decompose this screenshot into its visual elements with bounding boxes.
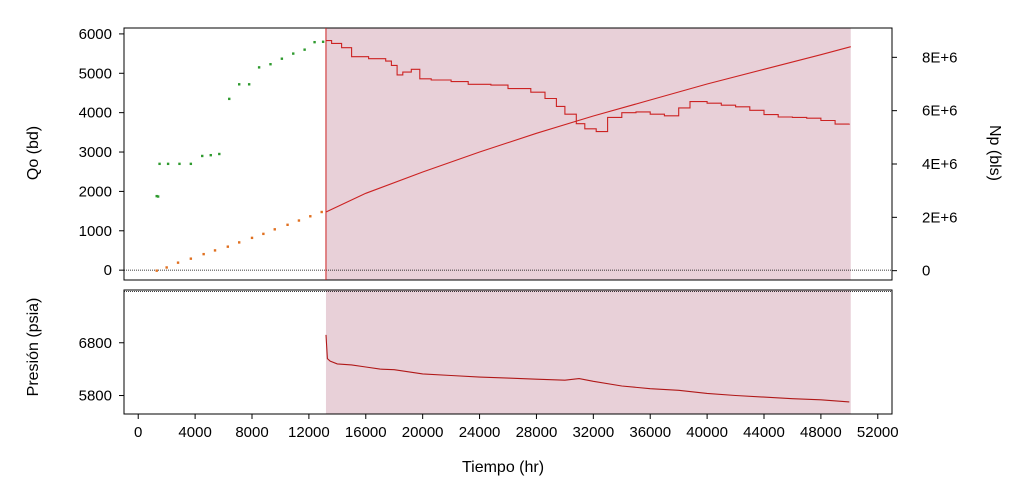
- x-tick-label: 12000: [288, 424, 330, 441]
- top-right-axis-title: Np (bls): [986, 125, 1003, 181]
- top-right-y-tick-label: 2E+6: [922, 209, 957, 226]
- bottom-left-axis-title: Presión (psia): [25, 298, 42, 397]
- x-tick-label: 40000: [686, 424, 728, 441]
- qo-history-point: [247, 83, 251, 86]
- pressure-line: [325, 334, 850, 403]
- qo-history-point: [218, 152, 221, 156]
- np-history-point: [165, 266, 168, 269]
- top-left-y-tick-label: 2000: [79, 183, 112, 200]
- qo-history-point: [228, 97, 231, 101]
- qo-history-point: [156, 195, 160, 198]
- qo-history-point: [257, 66, 261, 69]
- bottom-panel-frame: [123, 289, 893, 415]
- qo-history-point: [158, 162, 161, 166]
- panel-frames: [123, 27, 893, 415]
- np-history-point: [202, 252, 205, 256]
- np-history-point: [250, 236, 254, 240]
- bottom-left-y-tick-label: 6800: [79, 335, 112, 352]
- np-history-point: [320, 210, 323, 214]
- np-history-point: [309, 215, 312, 218]
- qo-history-point: [321, 40, 325, 43]
- x-tick-label: 52000: [857, 424, 899, 441]
- qo-history-point: [280, 57, 284, 60]
- top-right-y-tick-label: 8E+6: [922, 49, 957, 66]
- np-history-point: [238, 241, 241, 244]
- qo-history-point: [269, 63, 272, 66]
- top-right-y-tick-label: 0: [922, 263, 930, 280]
- np-history-point: [155, 269, 158, 272]
- top-left-y-tick-label: 3000: [79, 144, 112, 161]
- top-panel-frame: [123, 27, 893, 281]
- qo-history-point: [303, 48, 306, 51]
- qo-history-point: [178, 162, 181, 166]
- qo-simulated-line: [326, 40, 850, 133]
- x-axis-title: Tiempo (hr): [462, 459, 544, 476]
- np-history-point: [286, 223, 289, 226]
- qo-history-point: [166, 162, 170, 166]
- x-tick-label: 44000: [743, 424, 785, 441]
- top-left-axis-title: Qo (bd): [25, 126, 42, 180]
- series-layer: [155, 28, 851, 403]
- top-right-y-tick-label: 6E+6: [922, 103, 957, 120]
- shaded-region-top: [325, 28, 851, 280]
- x-tick-label: 0: [134, 424, 142, 441]
- x-tick-label: 48000: [800, 424, 842, 441]
- qo-history-point: [292, 52, 295, 55]
- np-history-point: [213, 249, 217, 252]
- np-history-point: [262, 232, 265, 236]
- shaded-regions: [325, 28, 851, 414]
- qo-history-point: [155, 194, 158, 198]
- x-tick-label: 4000: [178, 424, 211, 441]
- axes-layer: 0 4000 8000 12000 16000 20000 24000 28000 32000 3…: [79, 26, 958, 441]
- top-left-y-tick-label: 5000: [79, 65, 112, 82]
- x-tick-label: 8000: [235, 424, 268, 441]
- qo-history-point: [238, 83, 241, 86]
- x-tick-label: 16000: [345, 424, 387, 441]
- x-tick-label: 32000: [572, 424, 614, 441]
- top-left-y-tick-label: 4000: [79, 105, 112, 122]
- np-history-point: [189, 257, 193, 260]
- np-history-point: [273, 228, 276, 231]
- np-history-point: [226, 245, 230, 248]
- x-tick-label: 28000: [516, 424, 558, 441]
- np-simulated-line: [325, 46, 851, 213]
- np-history-point: [297, 219, 301, 222]
- shaded-region-bottom: [325, 290, 851, 414]
- x-tick-label: 36000: [629, 424, 671, 441]
- x-tick-label: 20000: [402, 424, 444, 441]
- qo-history-point: [201, 154, 204, 158]
- qo-history-point: [209, 153, 212, 157]
- x-tick-label: 24000: [459, 424, 501, 441]
- top-left-y-tick-label: 1000: [79, 223, 112, 240]
- top-left-y-tick-label: 6000: [79, 26, 112, 43]
- qo-history-point: [189, 162, 193, 166]
- qo-history-point: [313, 40, 316, 44]
- np-history-point: [176, 261, 180, 264]
- top-right-y-tick-label: 4E+6: [922, 156, 957, 173]
- bottom-left-y-tick-label: 5800: [79, 388, 112, 405]
- top-left-y-tick-label: 0: [104, 262, 112, 279]
